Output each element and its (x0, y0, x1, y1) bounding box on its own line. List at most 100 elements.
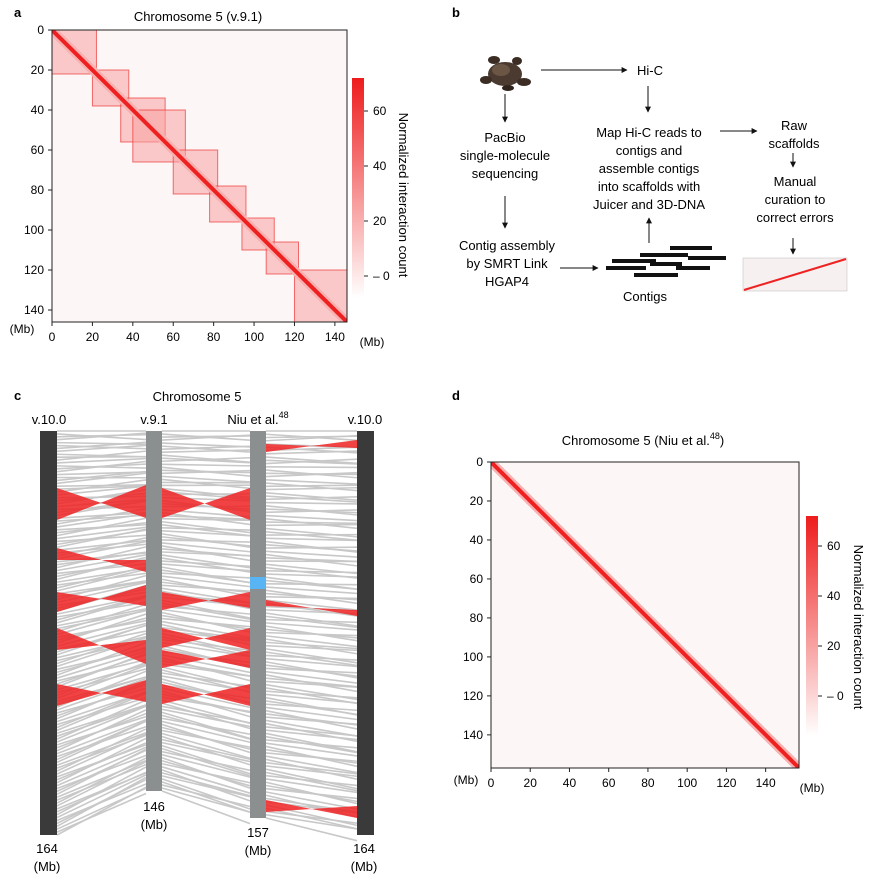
v91-niu-link (161, 672, 251, 688)
track-label-v10-left: v.10.0 (32, 412, 66, 427)
niu-v10-link (265, 761, 358, 775)
v10-v91-link (56, 709, 147, 752)
v91-niu-inversion (162, 684, 250, 706)
heatmap-block-edge (209, 185, 247, 223)
v10-v91-link (56, 792, 147, 833)
heatmap-block-edge (241, 217, 275, 251)
v91-niu-link (161, 617, 251, 628)
v91-niu-link (161, 584, 251, 592)
niu-v10-link (265, 434, 358, 442)
track-unit-v10-right: (Mb) (351, 859, 378, 874)
niu-v10-link (265, 478, 358, 485)
colorbar-tick-label: 20 (827, 639, 841, 653)
panel-b: b Hi-C PacBio single-molecule sequencing M… (452, 5, 848, 304)
v91-niu-link (161, 732, 251, 760)
manual-curation-line: correct errors (756, 210, 834, 225)
heatmap-d (491, 462, 799, 768)
niu-v10-link (265, 450, 358, 455)
v91-niu-link (161, 787, 251, 813)
v91-niu-link (161, 769, 251, 802)
raw-scaffolds-line: scaffolds (768, 136, 820, 151)
y-tick-label: 20 (31, 63, 45, 77)
niu-v10-link (265, 654, 358, 661)
heatmap-a (52, 30, 347, 322)
v91-niu-link (161, 575, 251, 588)
niu-v10-link (265, 546, 358, 549)
v10-v91-link (56, 432, 147, 441)
x-tick-label: 80 (207, 330, 221, 344)
heatmap-diagonal (52, 30, 347, 322)
v91-niu-link (161, 514, 251, 521)
niu-v10-link (265, 496, 358, 501)
step-pacbio: PacBio single-molecule sequencing (460, 130, 550, 181)
niu-v10-link (265, 521, 358, 525)
v91-niu-inversion (162, 628, 250, 650)
niu-v10-link (265, 501, 358, 505)
heatmap-a-frame (51, 29, 348, 323)
niu-v10-link (265, 484, 358, 488)
v91-niu-link (161, 717, 251, 735)
niu-v10-link (265, 732, 358, 753)
niu-v10-link (265, 768, 358, 790)
v91-niu-link (161, 434, 251, 441)
v10-v91-inversion (57, 585, 146, 612)
v10-v91-link (56, 699, 147, 740)
x-tick-label: 0 (488, 776, 495, 790)
scaffold-map-thumbnail-icon (742, 257, 848, 292)
v10-v91-inversion (57, 628, 146, 664)
raw-scaffolds-line: Raw (781, 118, 808, 133)
track-length-niu: 157 (247, 825, 269, 840)
x-tick-label: 60 (167, 330, 181, 344)
y-tick-label: 80 (470, 611, 484, 625)
v91-niu-link (161, 714, 251, 740)
v91-niu-link (161, 747, 251, 777)
x-tick-label: 100 (677, 776, 697, 790)
v10-v91-link (56, 539, 147, 551)
niu-v10-link (265, 752, 358, 763)
v10-v91-link (56, 733, 147, 775)
niu-v10-link (265, 703, 358, 712)
y-tick-label: 100 (463, 650, 483, 664)
v10-v91-link (56, 441, 147, 450)
track-unit-v91: (Mb) (141, 817, 168, 832)
v10-v91-link (56, 517, 147, 537)
v91-niu-link (161, 590, 251, 610)
heatmap-d-axes: 0 20 40 60 80 100 120 140 0 20 40 60 80 100 120 140 (463, 455, 776, 790)
manual-curation-line: Manual (774, 174, 817, 189)
panel-d-title: Chromosome 5 (Niu et al.48) (562, 431, 724, 448)
colorbar-tick-label: – 0 (827, 689, 844, 703)
niu-v10-link (265, 482, 358, 492)
v91-niu-link (161, 560, 251, 568)
v10-v91-link (56, 485, 147, 490)
panel-d-x-unit: (Mb) (800, 781, 825, 795)
y-tick-label: 80 (31, 183, 45, 197)
v91-niu-link (161, 778, 251, 810)
v10-v91-link (56, 705, 147, 737)
v91-niu-link (161, 551, 251, 557)
v91-niu-link (161, 772, 251, 797)
niu-v10-link (265, 550, 358, 558)
niu-v10-link (265, 596, 358, 600)
v91-niu-inversion (162, 650, 250, 668)
panel-d-y-unit: (Mb) (454, 773, 479, 787)
niu-v10-link (265, 716, 358, 725)
panel-d: d Chromosome 5 (Niu et al.48) 0 20 40 60 80 1… (452, 388, 866, 795)
heatmap-block-edge (293, 269, 347, 322)
niu-v10-link (265, 486, 358, 491)
track-length-v10-left: 164 (36, 841, 58, 856)
v91-niu-inversion (162, 592, 250, 610)
v91-niu-link (161, 572, 251, 579)
y-tick-label: 60 (470, 572, 484, 586)
niu-v10-link (265, 807, 358, 830)
x-tick-label: 20 (86, 330, 100, 344)
niu-v10-link (265, 693, 358, 704)
v10-v91-link (56, 786, 147, 836)
v10-v91-inversion (57, 680, 146, 706)
v91-niu-link (161, 766, 251, 794)
niu-v10-link (265, 531, 358, 541)
v10-v91-link (56, 572, 147, 586)
niu-v10-link (265, 622, 358, 631)
niu-v10-link (265, 641, 358, 650)
v91-niu-link (161, 445, 251, 450)
v10-v91-link (56, 763, 147, 801)
